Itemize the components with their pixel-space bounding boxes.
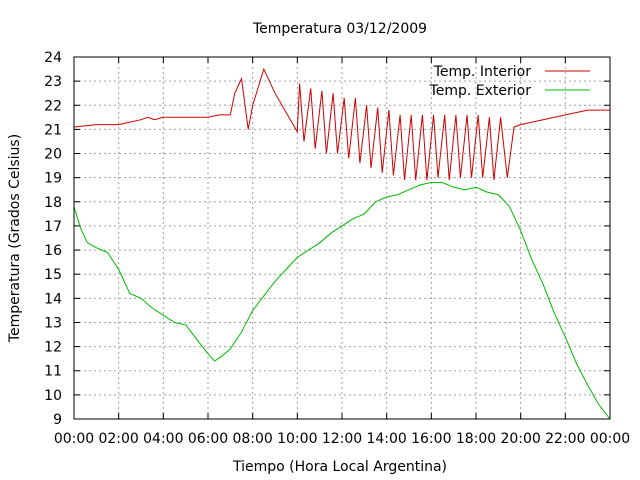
series-line-interior [73, 67, 610, 181]
y-tick-label: 18 [44, 195, 62, 211]
x-tick-label: 00:00 [54, 431, 94, 447]
x-tick-label: 02:00 [98, 431, 138, 447]
chart-title: Temperatura 03/12/2009 [252, 21, 427, 37]
x-tick-label: 14:00 [366, 431, 406, 447]
y-tick-label: 14 [44, 291, 62, 307]
plot-frame [73, 56, 611, 420]
x-tick-label: 16:00 [411, 431, 451, 447]
x-tick-label: 10:00 [277, 431, 317, 447]
y-tick-label: 21 [44, 122, 62, 138]
x-tick-label: 20:00 [500, 431, 540, 447]
y-tick-label: 24 [44, 50, 62, 66]
x-tick-label: 06:00 [188, 431, 228, 447]
x-tick-label: 18:00 [456, 431, 496, 447]
legend-label: Temp. Interior [433, 64, 532, 80]
x-tick-label: 08:00 [232, 431, 272, 447]
y-axis-label: Temperatura (Grados Celsius) [7, 134, 23, 343]
series-line-exterior [73, 182, 611, 420]
y-tick-label: 19 [44, 171, 62, 187]
y-tick-label: 20 [44, 147, 62, 163]
grid-lines [74, 57, 610, 419]
y-tick-label: 22 [44, 98, 62, 114]
legend: Temp. Interior Temp. Exterior [429, 64, 590, 99]
y-tick-label: 12 [44, 340, 62, 356]
legend-label: Temp. Exterior [429, 83, 532, 99]
y-tick-label: 9 [53, 412, 62, 428]
y-tick-label: 15 [44, 267, 62, 283]
series-layer [73, 67, 611, 420]
x-tick-label: 22:00 [545, 431, 585, 447]
x-tick-label: 04:00 [143, 431, 183, 447]
x-axis-label: Tiempo (Hora Local Argentina) [232, 459, 447, 475]
y-tick-label: 23 [44, 74, 62, 90]
axis-ticks: 00:00 02:00 04:00 06:00 08:00 10:00 12:00 14:00… [44, 50, 630, 447]
x-tick-label: 00:00 [590, 431, 630, 447]
y-tick-label: 11 [44, 364, 62, 380]
y-tick-label: 10 [44, 388, 62, 404]
y-tick-label: 16 [44, 243, 62, 259]
x-tick-label: 12:00 [322, 431, 362, 447]
y-tick-label: 13 [44, 315, 62, 331]
y-tick-label: 17 [44, 219, 62, 235]
